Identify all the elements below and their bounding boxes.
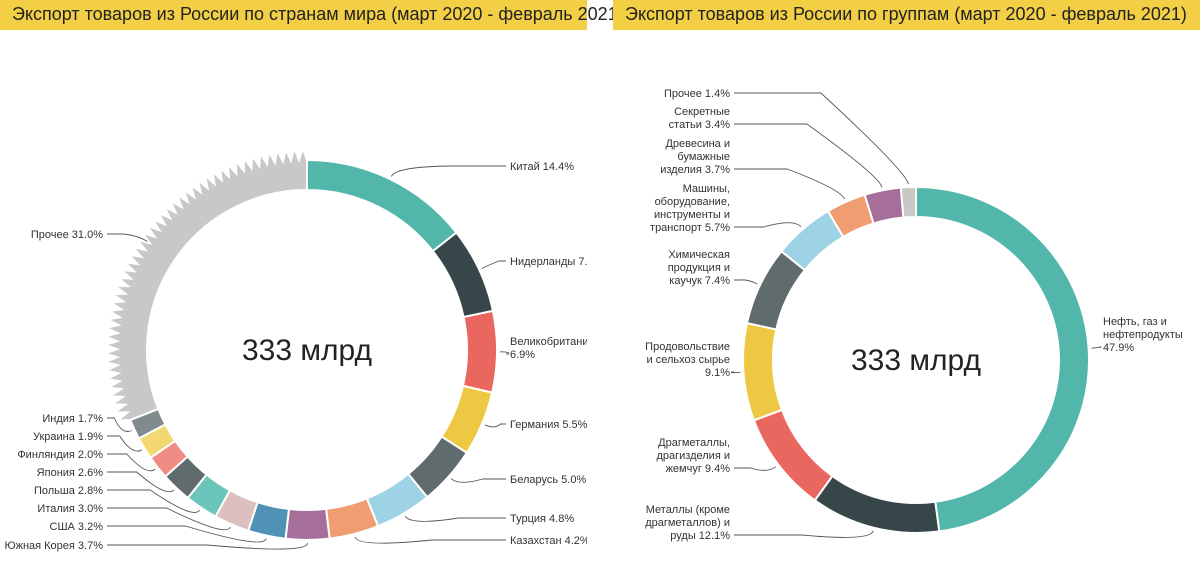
leader-line [450,478,506,483]
leader-line [107,525,267,543]
donut-slice [813,474,941,534]
panel-countries: Китай 14.4% Нидерланды 7.3% Великобритания… [0,0,624,576]
slice-label: Украина 1.9% [33,431,103,443]
donut-slice [284,507,331,541]
slice-label: Продовольствие и сельхоз сырье 9.1% [645,341,730,379]
slice-label: Металлы (кроме драгметаллов) и руды 12.1% [645,504,730,542]
donut-slice [431,231,495,319]
leader-line [734,123,883,188]
panel-groups: Нефть, газ и нефтепродукты 47.9% Металлы (к… [613,0,1200,576]
leader-line [734,279,758,285]
title-bar: Экспорт товаров из России по группам (ма… [613,0,1200,30]
donut-chart-countries: Китай 14.4% Нидерланды 7.3% Великобритания… [4,144,587,552]
leader-line [107,435,143,452]
leader-line [734,466,777,471]
donut-slice [101,144,308,422]
leader-line [734,222,802,228]
leader-line [107,489,200,513]
slice-label: Химическая продукция и каучук 7.4% [668,249,731,287]
slice-label: Южная Корея 3.7% [4,540,103,552]
leader-line [107,453,156,472]
slice-label: Нидерланды 7.3% [510,256,587,268]
leader-line [484,423,506,428]
slice-label: Секретные статьи 3.4% [669,106,731,131]
slice-label: Великобритания 6.9% [510,336,587,361]
leader-line [481,260,506,269]
leader-line [734,92,909,185]
leader-line [390,165,506,177]
slice-label: Машины, оборудование, инструменты и транспо… [650,183,730,234]
center-total-label: 333 млрд [851,344,981,377]
donut-slice [306,158,458,253]
slice-label: США 3.2% [50,521,104,533]
slice-label: Япония 2.6% [37,467,104,479]
donut-slice [324,497,380,540]
leader-line [107,417,132,432]
donut-slice [752,408,834,502]
leader-line [354,536,506,544]
leader-line [1091,346,1102,349]
slice-label: Германия 5.5% [510,419,587,431]
leader-line [107,507,231,531]
title-bar: Экспорт товаров из России по странам мир… [0,0,624,30]
donut-slice [461,309,498,394]
slice-label: Финляндия 2.0% [17,449,103,461]
donut-slice [742,321,784,422]
slice-label: Китай 14.4% [510,161,574,173]
slice-label: Польша 2.8% [34,485,103,497]
slice-label: Беларусь 5.0% [510,474,586,486]
slice-label: Италия 3.0% [37,503,103,515]
donut-slice [899,185,917,219]
leader-line [107,471,175,493]
leader-line [107,233,148,242]
slice-label: Прочее 31.0% [31,229,103,241]
slice-label: Индия 1.7% [42,413,103,425]
leader-line [734,168,846,200]
center-total-label: 333 млрд [242,334,372,367]
slice-label: Турция 4.8% [510,513,574,525]
slice-label: Казахстан 4.2% [510,535,587,547]
leader-line [730,371,741,374]
chart-title: Экспорт товаров из России по странам мир… [12,4,624,24]
chart-title: Экспорт товаров из России по группам (ма… [625,4,1187,24]
donut-chart-groups: Нефть, газ и нефтепродукты 47.9% Металлы (к… [645,88,1183,542]
leader-line [404,515,506,522]
leader-line [499,351,510,355]
leader-line [107,542,309,550]
slice-label: Нефть, газ и нефтепродукты 47.9% [1103,316,1183,354]
slice-label: Древесина и бумажные изделия 3.7% [660,138,730,176]
leader-line [734,530,874,538]
slice-label: Прочее 1.4% [664,88,730,100]
slice-label: Драгметаллы, драгизделия и жемчуг 9.4% [656,437,730,475]
